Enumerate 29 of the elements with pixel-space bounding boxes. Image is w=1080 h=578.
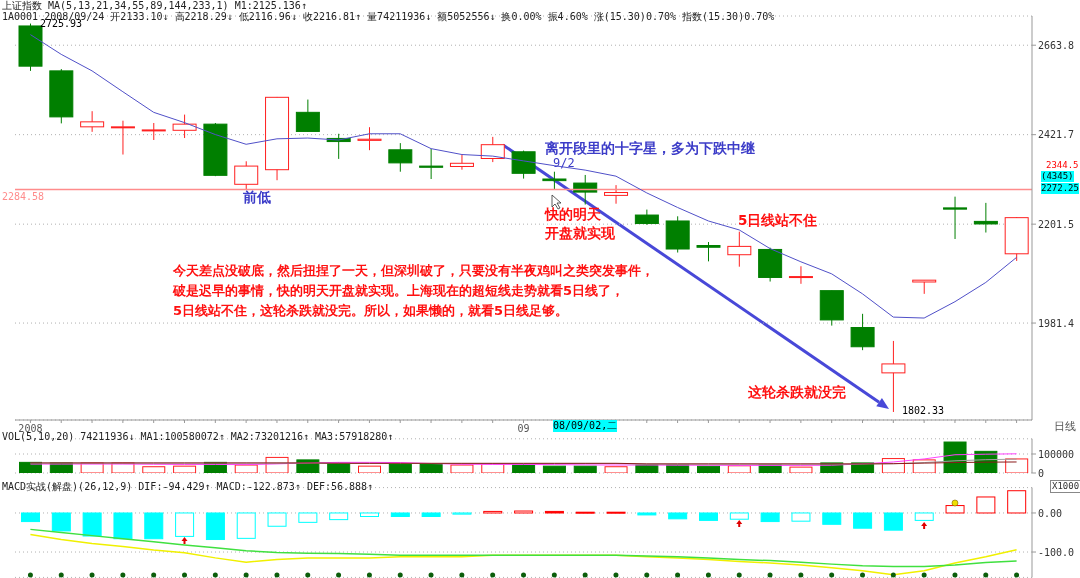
ref-line-label: 2284.58 — [2, 191, 45, 203]
text: X1000 — [1050, 480, 1080, 493]
y-tick-label: 2421.7 — [1038, 129, 1075, 141]
annotation: 5日线站不住，这轮杀跌就没完。所以，如果懒的，就看5日线足够。 — [173, 303, 569, 318]
annotation: 1802.33 — [902, 405, 945, 417]
text: (4345) — [1041, 171, 1074, 182]
text: 08/09/02,二 — [553, 420, 618, 432]
annotation: 破是迟早的事情，快的明天开盘就实现。上海现在的超短线走势就看5日线了， — [173, 283, 625, 298]
y-tick-label: 2201.5 — [1038, 218, 1075, 230]
x-tick-label: 09 — [517, 423, 530, 435]
text: 日线 — [1054, 420, 1076, 433]
annotation: 今天差点没破底，然后扭捏了一天，但深圳破了，只要没有半夜鸡叫之类突发事件， — [173, 263, 654, 278]
y-tick-label: 0.00 — [1038, 507, 1063, 519]
y-tick-label: 0 — [1038, 467, 1045, 479]
annotation: 这轮杀跌就没完 — [748, 384, 846, 401]
annotation: 快的明天 — [545, 206, 601, 223]
y-tick-label: -100.0 — [1038, 546, 1075, 558]
text: 2344.5 — [1046, 160, 1079, 171]
y-tick-label: 2663.8 — [1038, 39, 1075, 51]
annotation: 9/2 — [553, 156, 575, 170]
annotation: 5日线站不住 — [738, 212, 818, 229]
y-tick-label: 100000 — [1038, 448, 1075, 460]
y-tick-label: 1981.4 — [1038, 317, 1075, 329]
annotation: 开盘就实现 — [545, 225, 615, 242]
text: 2272.25 — [1041, 183, 1079, 194]
chart-title: MACD实战(解盘)(26,12,9) DIF:-94.429↑ MACD:-122.873↑ DEF:56.888↑ — [2, 481, 374, 492]
annotation: 离开段里的十字星，多为下跌中继 — [545, 140, 755, 156]
annotation: 前低 — [243, 189, 271, 205]
chart-title: 上证指数 MA(5,13,21,34,55,89,144,233,1) M1:2125.136↑ — [2, 0, 307, 11]
